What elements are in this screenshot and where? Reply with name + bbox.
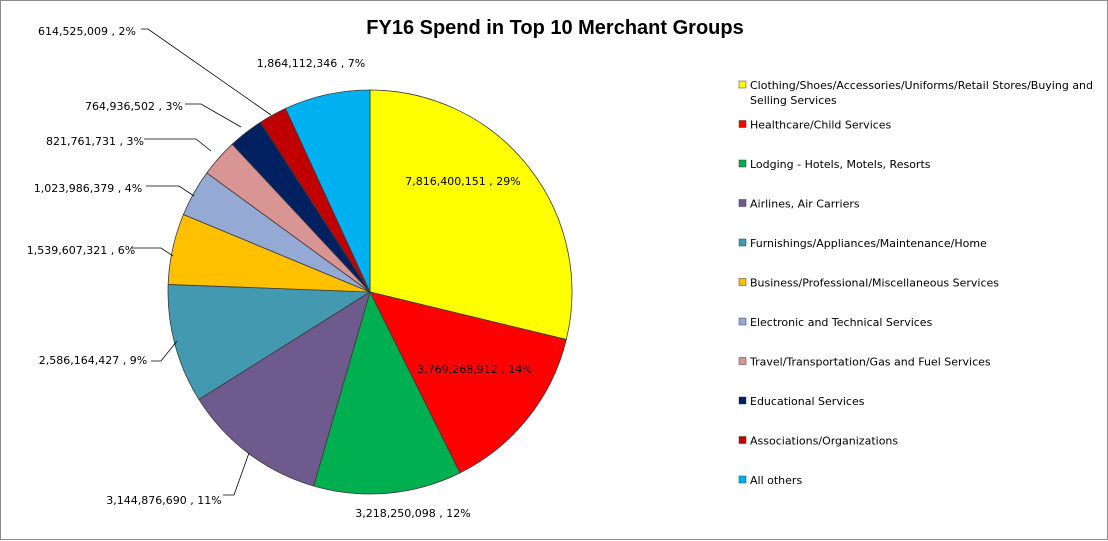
leader-line-9	[185, 103, 242, 128]
legend-swatch-3	[738, 159, 747, 168]
pie-slice-4	[198, 291, 371, 487]
data-label-11: 1,864,112,346 , 7%	[257, 57, 365, 70]
legend-label-1-line-1: Clothing/Shoes/Accessories/Uniforms/Reta…	[750, 79, 1093, 92]
pie-slices	[167, 89, 573, 495]
legend-label-3: Lodging - Hotels, Motels, Resorts	[750, 158, 931, 171]
legend: Clothing/Shoes/Accessories/Uniforms/Reta…	[738, 79, 1093, 487]
data-label-7: 1,023,986,379 , 4%	[34, 182, 142, 195]
leader-line-10	[141, 28, 272, 116]
pie-slice-3	[313, 290, 461, 495]
legend-swatch-7	[738, 317, 747, 326]
legend-swatch-8	[738, 357, 747, 365]
legend-label-7: Electronic and Technical Services	[750, 316, 933, 329]
data-label-5: 2,586,164,427 , 9%	[39, 354, 147, 367]
legend-label-6: Business/Professional/Miscellaneous Serv…	[750, 277, 999, 290]
chart-title: FY16 Spend in Top 10 Merchant Groups	[366, 17, 743, 39]
leader-lines	[131, 28, 272, 496]
legend-label-10: Associations/Organizations	[750, 435, 898, 448]
legend-label-1-line-2: Selling Services	[750, 94, 837, 107]
data-label-10: 614,525,009 , 2%	[38, 25, 136, 38]
legend-label-5: Furnishings/Appliances/Maintenance/Home	[750, 237, 987, 250]
legend-swatch-11	[738, 475, 747, 484]
legend-label-4: Airlines, Air Carriers	[750, 198, 860, 211]
data-label-8: 821,761,731 , 3%	[46, 135, 144, 148]
legend-swatch-4	[738, 199, 747, 207]
leader-line-5	[151, 340, 178, 362]
leader-line-7	[146, 185, 195, 197]
pie-slice-1	[369, 89, 573, 340]
data-label-6: 1,539,607,321 , 6%	[27, 244, 135, 257]
data-label-9: 764,936,502 , 3%	[85, 100, 183, 113]
legend-swatch-9	[738, 396, 747, 405]
legend-label-2: Healthcare/Child Services	[750, 119, 892, 132]
legend-label-9: Educational Services	[750, 395, 865, 408]
legend-swatch-2	[738, 120, 747, 128]
legend-label-11: All others	[750, 474, 802, 487]
pie-slice-2	[369, 291, 567, 474]
legend-swatch-6	[738, 278, 747, 286]
legend-label-8: Travel/Transportation/Gas and Fuel Servi…	[749, 356, 991, 369]
data-label-3: 3,218,250,098 , 12%	[355, 507, 470, 520]
leader-line-8	[144, 138, 212, 152]
pie-slice-11	[285, 89, 371, 293]
data-labels: 7,816,400,151 , 29% 3,769,268,912 , 14% 3,…	[27, 25, 533, 520]
leader-line-6	[131, 247, 174, 257]
data-label-4: 3,144,876,690 , 11%	[106, 494, 221, 507]
data-label-2: 3,769,268,912 , 14%	[417, 363, 532, 376]
legend-swatch-1	[738, 80, 747, 89]
legend-swatch-5	[738, 238, 747, 247]
pie-slice-5	[167, 284, 372, 400]
legend-swatch-10	[738, 436, 747, 444]
data-label-1: 7,816,400,151 , 29%	[405, 175, 520, 188]
leader-line-4	[223, 452, 250, 496]
